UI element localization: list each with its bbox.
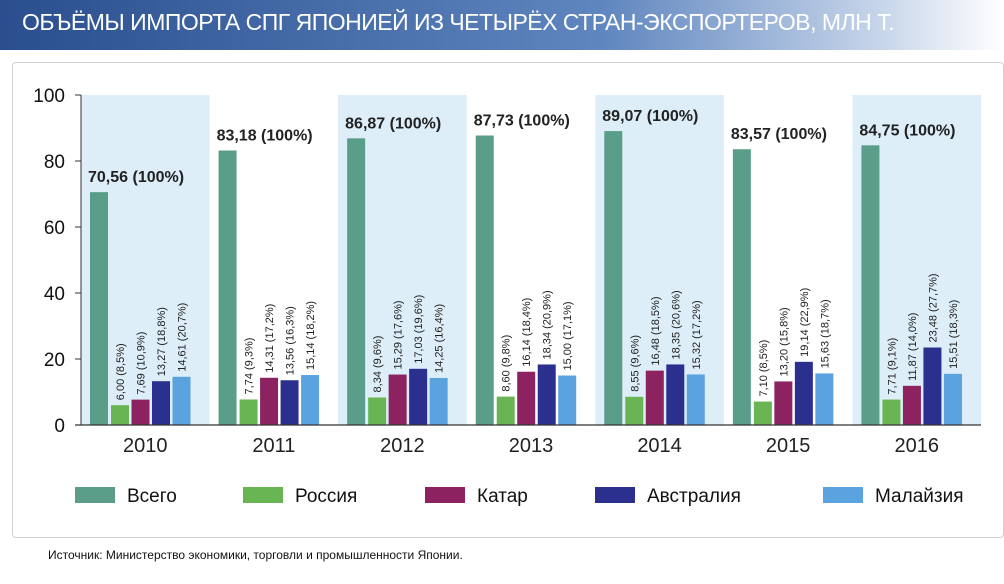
legend-swatch-russia	[243, 487, 283, 503]
data-label-australia: 23,48 (27,7%)	[927, 273, 939, 342]
bar-total	[475, 135, 494, 425]
data-label-qatar: 11,87 (14,0%)	[907, 313, 919, 381]
data-label-russia: 8,55 (9,6%)	[629, 335, 641, 392]
y-tick-label: 20	[44, 350, 65, 371]
bar-australia	[280, 380, 299, 425]
legend-label-malaysia: Малайзия	[875, 486, 964, 507]
bar-qatar	[774, 381, 793, 425]
data-label-australia: 19,14 (22,9%)	[799, 288, 811, 357]
x-category-label: 2012	[380, 435, 425, 457]
y-tick-label: 100	[33, 86, 65, 107]
data-label-total: 86,87 (100%)	[345, 115, 441, 132]
bar-qatar	[902, 385, 921, 425]
data-label-australia: 13,56 (16,3%)	[285, 306, 297, 375]
bar-australia	[152, 381, 170, 425]
bar-qatar	[517, 371, 536, 425]
y-tick-label: 80	[44, 152, 65, 173]
bar-malaysia	[686, 374, 705, 425]
bar-russia	[753, 401, 772, 425]
bar-russia	[239, 399, 258, 425]
bar-malaysia	[429, 377, 448, 425]
data-label-total: 83,57 (100%)	[731, 126, 827, 143]
data-label-malaysia: 14,25 (16,4%)	[434, 304, 446, 373]
bar-malaysia	[815, 373, 834, 425]
x-category-label: 2015	[766, 435, 811, 457]
bar-qatar	[131, 399, 150, 425]
data-label-malaysia: 15,32 (17,2%)	[691, 300, 703, 369]
legend-label-qatar: Катар	[477, 486, 528, 507]
bar-chart: 0 20 40 60 80 100 70,56 (100%) 6,00 (8,5%) 7,69 …	[33, 86, 981, 507]
data-label-qatar: 16,14 (18,4%)	[521, 298, 533, 367]
bar-qatar	[260, 377, 279, 425]
bar-australia	[537, 364, 556, 425]
source-note: Источник: Министерство экономики, торгов…	[48, 548, 463, 562]
title-bar: ОБЪЁМЫ ИМПОРТА СПГ ЯПОНИЕЙ ИЗ ЧЕТЫРЁХ СТ…	[0, 0, 1004, 50]
bar-total	[732, 149, 751, 425]
bar-qatar	[645, 370, 664, 425]
data-label-total: 83,18 (100%)	[217, 128, 313, 145]
data-label-total: 84,75 (100%)	[859, 122, 955, 139]
legend-label-russia: Россия	[295, 486, 357, 507]
data-label-australia: 18,34 (20,9%)	[542, 290, 554, 359]
bar-total	[604, 131, 623, 425]
data-label-russia: 8,60 (9,8%)	[501, 335, 513, 392]
x-category-label: 2011	[252, 435, 295, 457]
y-tick-label: 40	[44, 284, 65, 305]
data-label-qatar: 15,29 (17,6%)	[393, 300, 405, 369]
data-label-australia: 18,35 (20,6%)	[670, 290, 682, 359]
chart-title: ОБЪЁМЫ ИМПОРТА СПГ ЯПОНИЕЙ ИЗ ЧЕТЫРЁХ СТ…	[22, 9, 895, 35]
y-tick-label: 0	[54, 416, 65, 437]
bar-australia	[666, 364, 685, 425]
bar-malaysia	[301, 375, 320, 425]
data-label-total: 89,07 (100%)	[602, 108, 698, 125]
data-label-russia: 7,71 (9,1%)	[886, 338, 898, 395]
legend-swatch-qatar	[425, 487, 465, 503]
bar-total	[90, 192, 108, 425]
data-label-malaysia: 15,14 (18,2%)	[305, 301, 317, 370]
x-category-label: 2016	[894, 435, 939, 457]
data-label-qatar: 16,48 (18,5%)	[650, 297, 662, 366]
bar-total	[218, 150, 237, 426]
data-label-total: 70,56 (100%)	[88, 169, 184, 186]
bar-total	[347, 138, 366, 425]
y-tick-label: 60	[44, 218, 65, 239]
bar-malaysia	[943, 373, 962, 425]
data-label-russia: 7,10 (8,5%)	[758, 340, 770, 397]
data-label-russia: 6,00 (8,5%)	[115, 343, 127, 400]
data-label-qatar: 14,31 (17,2%)	[264, 304, 276, 373]
bar-malaysia	[172, 376, 191, 425]
x-category-label: 2013	[509, 435, 554, 457]
data-label-australia: 17,03 (19,6%)	[413, 295, 425, 364]
bar-australia	[409, 368, 428, 425]
legend-swatch-total	[75, 487, 115, 503]
bar-australia	[923, 347, 942, 425]
data-label-russia: 8,34 (9,6%)	[372, 336, 384, 393]
bar-qatar	[388, 374, 407, 425]
legend-label-australia: Австралия	[647, 486, 741, 507]
bar-malaysia	[558, 375, 577, 425]
chart-panel: 0 20 40 60 80 100 70,56 (100%) 6,00 (8,5%) 7,69 …	[12, 62, 1004, 538]
data-label-malaysia: 15,51 (18,3%)	[948, 300, 960, 369]
data-label-qatar: 13,20 (15,8%)	[778, 307, 790, 376]
bar-russia	[368, 397, 387, 425]
bar-australia	[794, 361, 813, 425]
data-label-australia: 13,27 (18,8%)	[156, 307, 168, 376]
data-label-malaysia: 14,61 (20,7%)	[177, 303, 189, 372]
data-label-malaysia: 15,00 (17,1%)	[562, 301, 574, 370]
bar-russia	[496, 396, 515, 425]
legend-label-total: Всего	[127, 486, 177, 507]
bar-russia	[625, 396, 644, 425]
x-category-label: 2010	[123, 435, 168, 457]
data-label-qatar: 7,69 (10,9%)	[136, 332, 148, 395]
bar-russia	[882, 399, 901, 425]
data-label-total: 87,73 (100%)	[474, 112, 570, 129]
data-label-russia: 7,74 (9,3%)	[244, 338, 256, 395]
bar-total	[861, 145, 880, 425]
bar-russia	[111, 405, 129, 425]
x-category-label: 2014	[637, 435, 682, 457]
data-label-malaysia: 15,63 (18,7%)	[819, 299, 831, 368]
legend-swatch-australia	[595, 487, 635, 503]
legend-swatch-malaysia	[823, 487, 863, 503]
